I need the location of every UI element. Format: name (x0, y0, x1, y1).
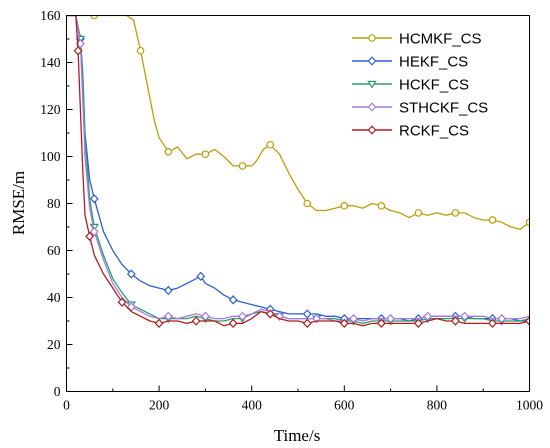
y-tick-label: 40 (47, 290, 61, 305)
data-point-rckf-cs (302, 318, 312, 329)
axis-ticks: 0 200 400 600 800 1000 0 20 40 60 80 100 120 140 160 (40, 8, 543, 413)
data-point-rckf-cs (191, 316, 201, 326)
legend-marker (367, 125, 377, 135)
y-tick-label: 140 (40, 55, 61, 70)
y-tick-label: 20 (47, 337, 61, 352)
data-point-hcmkf-cs (303, 199, 312, 208)
data-point-rckf-cs (413, 318, 423, 329)
data-point-rckf-cs (228, 318, 238, 329)
data-point-rckf-cs (73, 46, 83, 56)
legend-item-rckf-cs: RCKF_CS (352, 123, 469, 140)
data-point-hcmkf-cs (451, 209, 460, 217)
x-axis-label: Time/s (274, 426, 321, 445)
series-line-sthckf-cs (66, 15, 530, 322)
x-tick-label: 800 (427, 398, 448, 413)
data-point-rckf-cs (154, 318, 164, 329)
data-point-sthckf-cs (163, 311, 173, 321)
plot-frame (66, 15, 530, 392)
data-point-sthckf-cs (200, 311, 210, 321)
series-line-rckf-cs (66, 15, 530, 327)
data-point-sthckf-cs (89, 227, 99, 237)
series-sthckf-cs (66, 15, 530, 324)
legend-item-sthckf-cs: STHCKF_CS (352, 100, 488, 117)
x-tick-label: 0 (63, 398, 70, 413)
data-point-hekf-cs (302, 309, 312, 319)
series-layer (66, 15, 530, 329)
data-point-hcmkf-cs (488, 216, 497, 224)
data-point-hcmkf-cs (377, 202, 386, 210)
legend-label: HCKF_CS (399, 77, 469, 94)
data-point-sthckf-cs (423, 311, 433, 321)
legend-marker (368, 34, 376, 42)
legend-marker (367, 102, 377, 112)
y-tick-label: 100 (40, 149, 61, 164)
legend: HCMKF_CS HEKF_CS HCKF_CS STHCKF_CS RCKF_CS (352, 31, 488, 140)
data-point-sthckf-cs (349, 313, 358, 324)
data-point-hekf-cs (228, 295, 238, 305)
series-rckf-cs (66, 15, 530, 329)
legend-label: HEKF_CS (399, 54, 468, 71)
legend-item-hekf-cs: HEKF_CS (352, 54, 468, 71)
y-tick-label: 80 (47, 196, 61, 211)
data-point-rckf-cs (265, 309, 275, 319)
data-point-sthckf-cs (312, 313, 321, 324)
data-point-hekf-cs (196, 271, 206, 282)
data-point-sthckf-cs (497, 313, 507, 324)
data-point-hcmkf-cs (266, 140, 275, 149)
data-point-sthckf-cs (275, 311, 284, 321)
x-tick-label: 600 (334, 398, 355, 413)
y-axis-label: RMSE/m (9, 171, 28, 235)
data-point-sthckf-cs (460, 311, 470, 321)
data-point-rckf-cs (339, 318, 349, 329)
data-point-hcmkf-cs (136, 46, 145, 55)
data-point-sthckf-cs (238, 311, 247, 321)
data-point-rckf-cs (525, 316, 530, 326)
data-point-hcmkf-cs (238, 162, 247, 170)
data-point-hekf-cs (126, 269, 136, 279)
legend-marker (367, 56, 377, 66)
data-point-hekf-cs (89, 194, 99, 204)
x-tick-label: 200 (149, 398, 170, 413)
data-point-hcmkf-cs (164, 148, 173, 156)
data-point-rckf-cs (117, 297, 127, 307)
x-tick-label: 400 (242, 398, 263, 413)
legend-item-hckf-cs: HCKF_CS (352, 77, 469, 94)
data-point-rckf-cs (488, 318, 497, 329)
legend-item-hcmkf-cs: HCMKF_CS (352, 31, 482, 48)
legend-label: HCMKF_CS (399, 31, 482, 48)
data-point-hcmkf-cs (201, 150, 210, 158)
data-point-hcmkf-cs (340, 202, 349, 210)
data-point-rckf-cs (85, 231, 95, 242)
legend-marker (367, 80, 377, 89)
y-tick-label: 0 (54, 384, 61, 399)
y-tick-label: 160 (40, 8, 61, 23)
legend-label: STHCKF_CS (399, 100, 488, 117)
data-point-hcmkf-cs (414, 209, 423, 217)
legend-label: RCKF_CS (399, 123, 469, 140)
data-point-rckf-cs (450, 316, 460, 326)
y-tick-label: 120 (40, 102, 61, 117)
x-tick-label: 1000 (516, 398, 543, 413)
y-tick-label: 60 (47, 243, 61, 258)
data-point-hekf-cs (163, 285, 173, 296)
data-point-rckf-cs (376, 318, 386, 329)
data-point-sthckf-cs (386, 313, 396, 324)
